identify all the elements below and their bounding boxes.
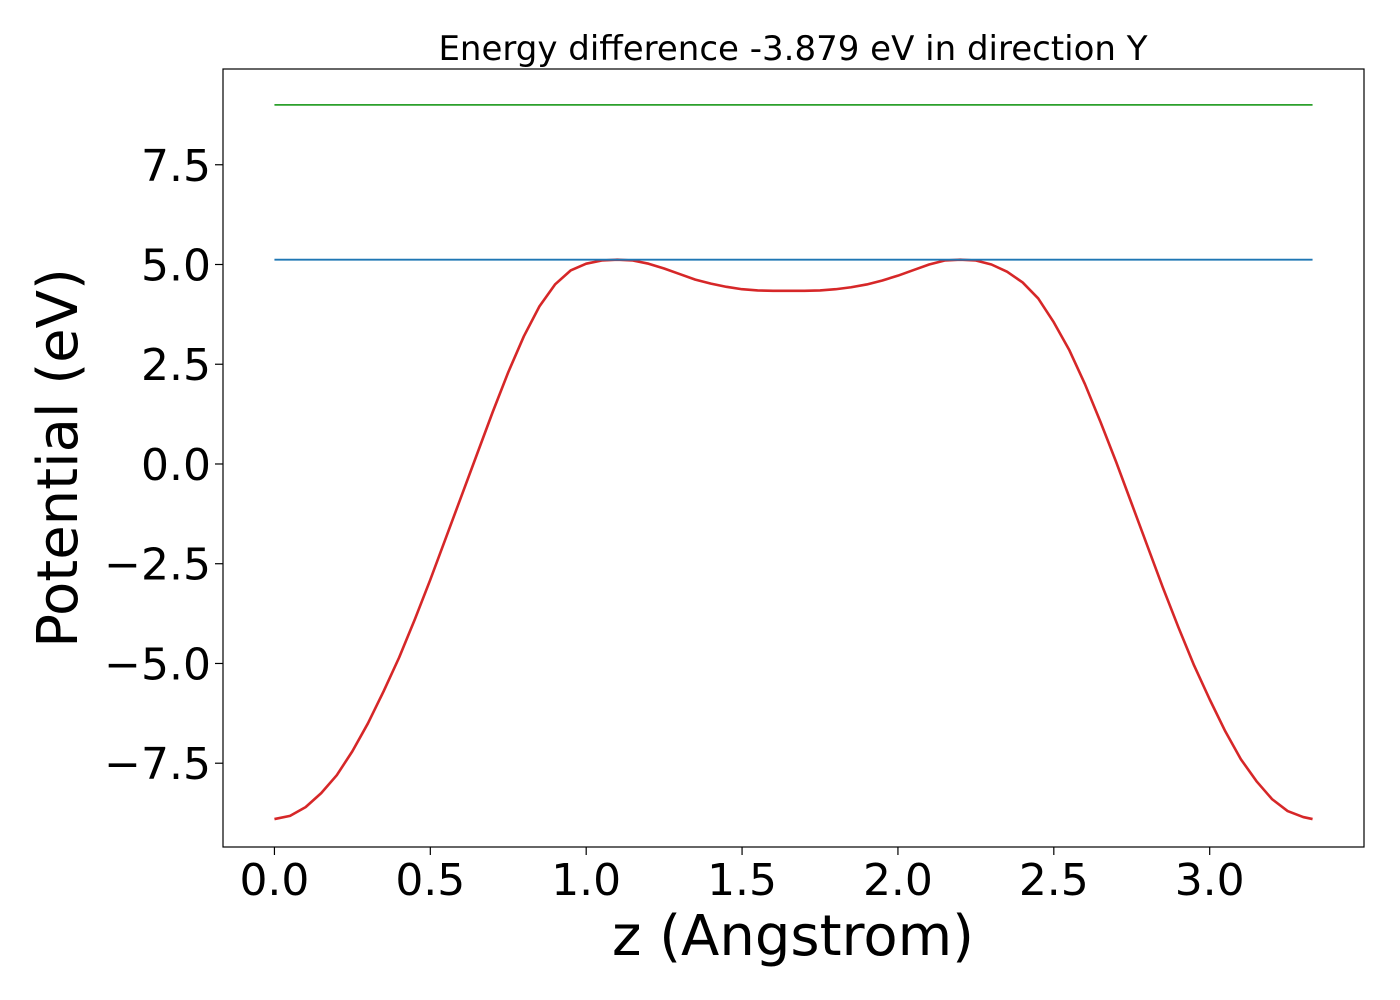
y-tick-label: −7.5 (104, 739, 211, 790)
y-tick-label: −5.0 (104, 639, 211, 690)
y-tick-label: 5.0 (141, 240, 211, 291)
x-tick-label: 0.5 (395, 855, 465, 906)
y-tick-label: 7.5 (141, 141, 211, 192)
x-tick-label: 3.0 (1175, 855, 1245, 906)
x-tick-label: 0.0 (239, 855, 309, 906)
y-tick-label: 2.5 (141, 340, 211, 391)
x-axis-label: z (Angstrom) (612, 904, 974, 969)
y-tick-label: −2.5 (104, 540, 211, 591)
plot-area-frame (222, 68, 1365, 848)
x-tick-label: 1.0 (551, 855, 621, 906)
chart-title: Energy difference -3.879 eV in direction… (438, 29, 1147, 69)
x-tick-label: 1.5 (707, 855, 777, 906)
x-tick-label: 2.5 (1019, 855, 1089, 906)
series-layer (274, 104, 1313, 821)
y-tick-label: 0.0 (141, 440, 211, 491)
x-axis-ticks: 0.0 0.5 1.0 1.5 2.0 2.5 3.0 (239, 847, 1245, 906)
y-axis-ticks: −7.5 −5.0 −2.5 0.0 2.5 5.0 7.5 (104, 141, 223, 790)
series-line-0 (274, 258, 1313, 821)
x-tick-label: 2.0 (863, 855, 933, 906)
y-axis-label: Potential (eV) (26, 268, 91, 648)
